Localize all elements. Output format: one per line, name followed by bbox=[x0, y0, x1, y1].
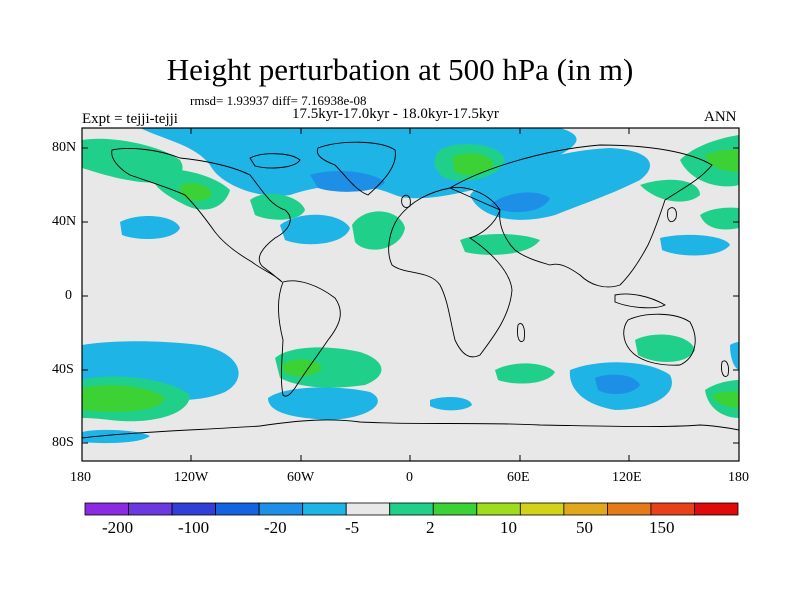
north-america-coast bbox=[111, 148, 291, 283]
lon-tick-120w: 120W bbox=[174, 470, 209, 485]
colorbar-swatch bbox=[389, 502, 434, 516]
positive-anomaly-spac-core bbox=[82, 385, 165, 412]
positive-anomaly-spac-east-core bbox=[712, 391, 739, 408]
new-zealand-coast bbox=[721, 360, 729, 377]
lon-tick-180e: 180 bbox=[728, 470, 749, 485]
colorbar-swatch bbox=[563, 502, 608, 516]
colorbar-swatch bbox=[476, 502, 521, 516]
colorbar bbox=[84, 502, 739, 516]
lon-tick-120e: 120E bbox=[612, 470, 642, 485]
lon-tick-60w: 60W bbox=[287, 470, 315, 485]
colorbar-swatch bbox=[694, 502, 739, 516]
australia-coast bbox=[623, 313, 696, 366]
lon-tick-60e: 60E bbox=[507, 470, 530, 485]
negative-anomaly-eurasia-core bbox=[490, 192, 550, 213]
colorbar-swatch bbox=[215, 502, 260, 516]
coastlines bbox=[82, 141, 739, 439]
lat-tick-80s: 80S bbox=[52, 435, 74, 450]
south-america-coast bbox=[278, 280, 341, 397]
positive-anomaly-nam-core bbox=[180, 183, 212, 201]
europe-africa-coast bbox=[388, 187, 513, 358]
positive-anomaly-npac-east-core bbox=[705, 149, 739, 172]
lat-tick-0: 0 bbox=[65, 288, 72, 303]
negative-anomaly-npac-sub bbox=[660, 234, 730, 256]
period-label: 17.5kyr-17.0kyr - 18.0kyr-17.5kyr bbox=[292, 106, 499, 122]
negative-anomaly-edge-s bbox=[730, 342, 739, 370]
colorbar-swatch bbox=[128, 502, 173, 516]
contour-fields bbox=[82, 128, 739, 444]
colorbar-swatch bbox=[84, 502, 129, 516]
map-title: Height perturbation at 500 hPa (in m) bbox=[166, 52, 634, 87]
lat-tick-40n: 40N bbox=[52, 214, 77, 229]
colorbar-label: -5 bbox=[345, 518, 360, 537]
colorbar-label: 10 bbox=[500, 518, 517, 537]
colorbar-swatch bbox=[302, 502, 347, 516]
uk-coast bbox=[401, 194, 411, 209]
axis-ticks bbox=[82, 128, 739, 461]
positive-anomaly-nafrica bbox=[352, 211, 405, 250]
negative-anomaly-core bbox=[310, 170, 385, 192]
colorbar-swatch bbox=[258, 502, 304, 516]
colorbar-swatch bbox=[519, 502, 565, 516]
positive-anomaly-scand-core bbox=[452, 153, 494, 176]
negative-anomaly-satl bbox=[268, 387, 378, 420]
asia-coast bbox=[449, 144, 713, 288]
madagascar-coast bbox=[517, 323, 525, 343]
colorbar-swatch bbox=[345, 502, 391, 516]
colorbar-label: 50 bbox=[576, 518, 593, 537]
colorbar-label: 150 bbox=[649, 518, 675, 537]
antarctica-coast bbox=[82, 419, 739, 439]
experiment-label: Expt = tejji-tejji bbox=[82, 111, 178, 127]
negative-anomaly-subtrop-atl bbox=[280, 214, 350, 245]
lat-tick-80n: 80N bbox=[52, 140, 77, 155]
colorbar-swatch bbox=[171, 502, 217, 516]
indonesia-coast bbox=[614, 293, 666, 309]
positive-anomaly-wpac bbox=[640, 179, 700, 202]
season-label: ANN bbox=[704, 109, 737, 125]
lon-tick-180w: 180 bbox=[70, 470, 91, 485]
lon-tick-0: 0 bbox=[406, 470, 413, 485]
colorbar-label: 2 bbox=[426, 518, 435, 537]
colorbar-swatch bbox=[432, 502, 478, 516]
negative-anomaly-subtrop-pac bbox=[120, 216, 180, 240]
lat-tick-40s: 40S bbox=[52, 362, 74, 377]
colorbar-label: -100 bbox=[178, 518, 210, 537]
positive-anomaly-aus bbox=[635, 334, 695, 362]
colorbar-swatch bbox=[650, 502, 695, 516]
greenland-coast bbox=[316, 141, 396, 196]
japan-coast bbox=[667, 207, 677, 223]
negative-anomaly-sind-core bbox=[595, 374, 640, 395]
colorbar-label: -20 bbox=[264, 518, 287, 537]
negative-anomaly-sind-small bbox=[430, 397, 472, 411]
colorbar-swatch bbox=[607, 502, 652, 516]
arctic-islands-coast bbox=[249, 153, 301, 169]
colorbar-label: -200 bbox=[102, 518, 134, 537]
positive-anomaly-asia bbox=[460, 234, 540, 255]
stats-text: rmsd= 1.93937 diff= 7.16938e-08 bbox=[190, 93, 367, 108]
positive-anomaly-pac-edge bbox=[700, 207, 739, 230]
positive-anomaly-sind bbox=[495, 363, 555, 384]
